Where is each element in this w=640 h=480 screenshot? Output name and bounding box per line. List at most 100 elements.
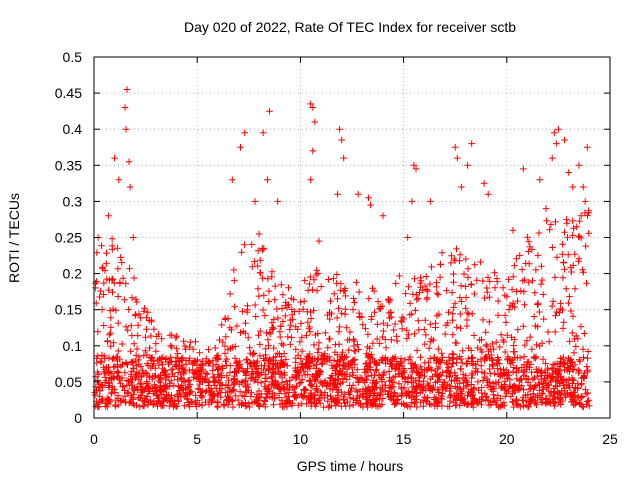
data-point — [458, 183, 465, 191]
data-point — [326, 402, 333, 410]
data-point — [325, 276, 332, 283]
data-point — [238, 365, 246, 372]
data-point — [327, 297, 334, 305]
data-point — [372, 395, 379, 402]
data-point — [427, 321, 434, 328]
data-point — [205, 378, 213, 385]
data-point — [544, 328, 552, 336]
data-point — [510, 348, 517, 355]
data-point — [561, 266, 568, 273]
data-point — [368, 313, 375, 320]
data-point — [125, 306, 132, 313]
data-point — [196, 349, 203, 357]
data-point — [332, 341, 339, 348]
y-tick-label: 0.25 — [55, 230, 82, 246]
data-point — [468, 140, 475, 147]
data-point — [374, 321, 381, 328]
data-point — [175, 398, 182, 405]
data-point — [230, 266, 238, 274]
data-point — [457, 282, 465, 290]
data-point — [464, 381, 472, 389]
data-point — [217, 393, 224, 401]
data-point — [575, 162, 583, 169]
data-point — [309, 147, 317, 155]
data-point — [379, 395, 387, 402]
data-point — [566, 293, 573, 300]
data-point — [132, 295, 140, 303]
data-point — [327, 379, 334, 387]
data-point — [526, 399, 534, 406]
data-point — [458, 387, 465, 395]
data-point — [379, 385, 386, 393]
data-point — [265, 342, 272, 349]
data-points — [91, 86, 593, 411]
data-point — [452, 396, 459, 403]
data-point — [390, 396, 397, 403]
data-point — [425, 382, 432, 389]
data-point — [459, 374, 467, 382]
data-point — [510, 342, 517, 349]
data-point — [362, 360, 369, 368]
data-point — [177, 391, 185, 399]
data-point — [388, 313, 395, 321]
data-point — [153, 388, 161, 396]
data-point — [272, 353, 279, 360]
data-point — [282, 378, 290, 385]
data-point — [284, 362, 291, 369]
data-point — [372, 402, 380, 410]
data-point — [105, 382, 112, 389]
data-point — [281, 361, 288, 369]
data-point — [477, 362, 485, 370]
data-point — [459, 397, 467, 404]
data-point — [401, 401, 408, 409]
data-point — [417, 274, 424, 281]
data-point — [535, 379, 542, 387]
data-point — [381, 381, 389, 389]
data-point — [363, 389, 371, 397]
data-point — [516, 385, 524, 393]
data-point — [410, 162, 418, 169]
data-point — [285, 301, 292, 308]
data-point — [278, 340, 285, 347]
data-point — [465, 388, 472, 396]
data-point — [520, 165, 527, 173]
data-point — [462, 382, 470, 390]
data-point — [260, 245, 268, 252]
data-point — [398, 391, 405, 399]
data-point — [279, 291, 287, 298]
data-point — [408, 399, 416, 406]
data-point — [468, 354, 475, 362]
data-point — [324, 392, 331, 399]
data-point — [538, 372, 545, 379]
data-point — [271, 282, 279, 290]
data-point — [334, 190, 341, 198]
data-point — [126, 183, 134, 191]
data-point — [449, 331, 457, 339]
data-point — [97, 287, 104, 295]
data-point — [326, 315, 333, 323]
data-point — [170, 382, 178, 389]
data-point — [355, 378, 362, 386]
data-point — [332, 402, 339, 410]
data-point — [178, 364, 185, 372]
data-point — [526, 243, 534, 251]
data-point — [171, 361, 179, 369]
data-point — [259, 129, 267, 137]
data-point — [447, 391, 455, 399]
data-point — [404, 379, 412, 386]
data-point — [428, 366, 435, 373]
data-point — [486, 278, 493, 285]
data-point — [488, 351, 495, 359]
data-point — [481, 357, 489, 365]
data-point — [337, 356, 344, 363]
data-point — [265, 298, 272, 305]
data-point — [497, 370, 504, 378]
data-point — [173, 333, 180, 340]
data-point — [233, 362, 241, 370]
data-point — [123, 86, 131, 93]
data-point — [114, 401, 122, 409]
data-point — [109, 288, 116, 296]
data-point — [458, 298, 465, 305]
data-point — [293, 382, 300, 390]
data-point — [377, 390, 384, 398]
